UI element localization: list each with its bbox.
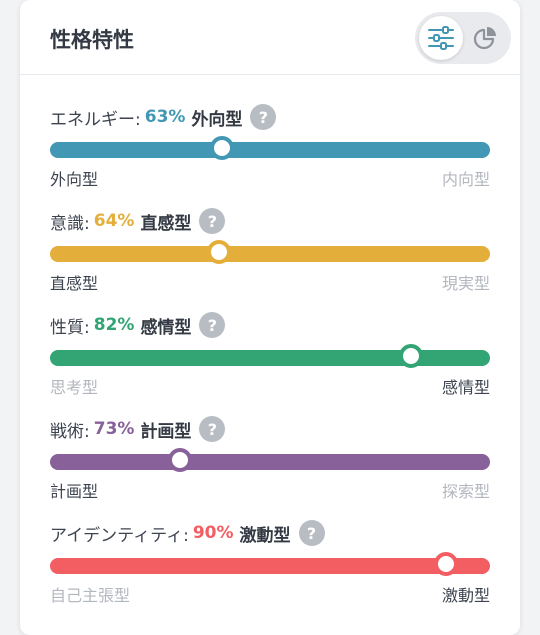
- trait-slider-knob[interactable]: [167, 448, 192, 472]
- trait-percent: 64%: [93, 211, 135, 231]
- trait-slider-knob[interactable]: [207, 240, 232, 264]
- card-header: 性格特性: [20, 0, 520, 75]
- trait-heading: 意識: 64% 直感型 ?: [50, 208, 226, 234]
- trait-bar: [50, 454, 490, 470]
- trait-right-label: 現実型: [441, 274, 490, 293]
- trait-percent: 82%: [93, 315, 135, 335]
- trait-label: アイデンティティ:: [50, 525, 189, 546]
- help-icon[interactable]: ?: [199, 208, 226, 234]
- pie-chart-icon: [473, 27, 496, 50]
- trait-identity: アイデンティティ: 90% 激動型 ? 自己主張型 激動型: [50, 520, 490, 610]
- help-icon[interactable]: ?: [250, 104, 277, 130]
- trait-percent: 73%: [93, 419, 135, 439]
- trait-percent: 90%: [192, 523, 234, 543]
- trait-bar: [50, 558, 490, 574]
- sliders-icon: [428, 26, 454, 50]
- trait-heading: エネルギー: 63% 外向型 ?: [50, 104, 277, 130]
- trait-bar: [50, 350, 490, 366]
- help-icon[interactable]: ?: [199, 312, 226, 338]
- trait-label: 意識:: [50, 213, 90, 234]
- trait-label: エネルギー:: [50, 109, 141, 130]
- trait-bar: [50, 142, 490, 158]
- trait-right-label: 探索型: [441, 482, 490, 501]
- trait-heading: 戦術: 73% 計画型 ?: [50, 416, 226, 442]
- trait-type: 直感型: [140, 213, 192, 234]
- trait-type: 計画型: [140, 421, 192, 442]
- trait-slider-knob[interactable]: [434, 552, 458, 576]
- pie-chart-view-button[interactable]: [463, 16, 507, 60]
- card-title: 性格特性: [50, 28, 134, 52]
- trait-left-label: 思考型: [50, 378, 99, 397]
- trait-left-label: 自己主張型: [50, 586, 131, 605]
- trait-label: 性質:: [50, 317, 90, 338]
- trait-label: 戦術:: [50, 421, 90, 442]
- trait-heading: アイデンティティ: 90% 激動型 ?: [50, 520, 325, 546]
- trait-left-label: 計画型: [50, 482, 99, 501]
- trait-bar: [50, 246, 490, 262]
- trait-right-label: 内向型: [441, 170, 490, 189]
- trait-slider-knob[interactable]: [209, 136, 234, 160]
- trait-percent: 63%: [144, 107, 186, 127]
- trait-left-label: 外向型: [50, 170, 99, 189]
- trait-nature: 性質: 82% 感情型 ? 思考型 感情型: [50, 312, 490, 402]
- sliders-view-button[interactable]: [419, 16, 463, 60]
- trait-mind: 意識: 64% 直感型 ? 直感型 現実型: [50, 208, 490, 298]
- personality-traits-card: 性格特性: [20, 0, 520, 635]
- trait-type: 激動型: [239, 525, 291, 546]
- trait-tactics: 戦術: 73% 計画型 ? 計画型 探索型: [50, 416, 490, 506]
- trait-right-label: 感情型: [441, 378, 490, 397]
- trait-energy: エネルギー: 63% 外向型 ? 外向型 内向型: [50, 104, 490, 194]
- trait-right-label: 激動型: [441, 586, 490, 605]
- trait-heading: 性質: 82% 感情型 ?: [50, 312, 226, 338]
- help-icon[interactable]: ?: [199, 416, 226, 442]
- trait-slider-knob[interactable]: [398, 344, 423, 368]
- trait-type: 外向型: [191, 109, 243, 130]
- trait-type: 感情型: [140, 317, 192, 338]
- trait-left-label: 直感型: [50, 274, 99, 293]
- help-icon[interactable]: ?: [298, 520, 325, 546]
- view-toggle: [415, 12, 511, 64]
